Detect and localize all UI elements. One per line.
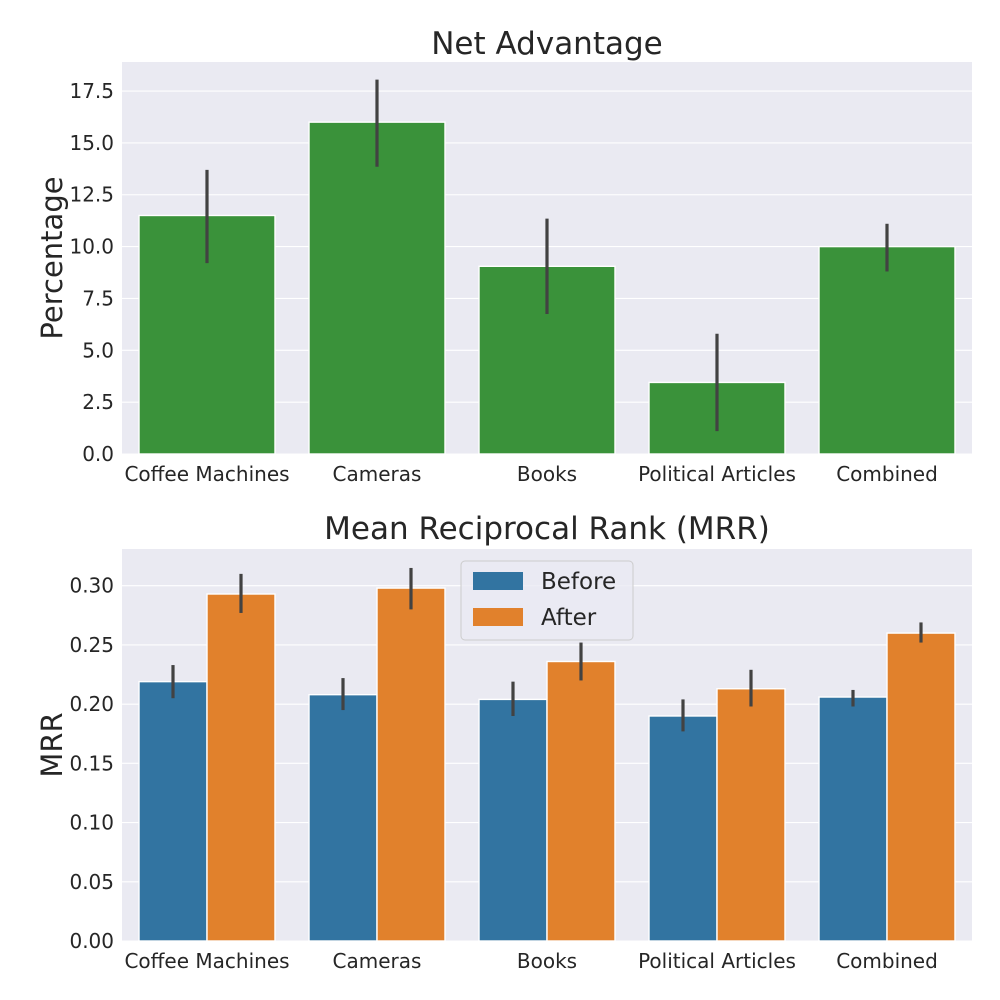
error-bars: [171, 567, 923, 732]
x-tick-labels: Coffee Machines Cameras Books Political Art…: [124, 462, 937, 486]
y-axis-label: Percentage: [35, 176, 69, 339]
legend-swatch-before: [473, 572, 523, 590]
y-tick-label: 0.15: [69, 751, 114, 775]
x-tick-label: Political Articles: [638, 949, 796, 973]
bar-after-combined: [886, 632, 956, 942]
bars: [138, 121, 956, 455]
bar-after-books: [546, 660, 616, 942]
bar-before-books: [478, 698, 548, 942]
chart-title: Net Advantage: [431, 26, 663, 62]
bar-after-coffee-machines: [206, 593, 276, 942]
y-tick-label: 17.5: [69, 79, 114, 103]
y-tick-label: 12.5: [69, 183, 114, 207]
x-tick-label: Political Articles: [638, 462, 796, 486]
bar-after-cameras: [376, 587, 446, 942]
x-tick-label: Cameras: [333, 949, 422, 973]
x-tick-label: Coffee Machines: [124, 462, 289, 486]
bar-combined: [818, 245, 956, 455]
net-advantage-chart: 0.0 2.5 5.0 7.5 10.0 12.5 15.0 17.5 Coffee Mach…: [35, 26, 972, 486]
legend-swatch-after: [473, 608, 523, 626]
x-tick-label: Books: [517, 949, 577, 973]
y-tick-labels: 0.0 2.5 5.0 7.5 10.0 12.5 15.0 17.5: [69, 79, 114, 466]
y-tick-label: 0.10: [69, 811, 114, 835]
x-tick-label: Combined: [836, 462, 938, 486]
y-axis-label: MRR: [35, 712, 69, 777]
y-tick-label: 5.0: [82, 338, 114, 362]
bar-before-political-articles: [648, 715, 718, 942]
y-tick-label: 0.00: [69, 929, 114, 953]
bar-after-political-articles: [716, 688, 786, 942]
y-tick-labels: 0.00 0.05 0.10 0.15 0.20 0.25 0.30: [69, 574, 114, 953]
x-tick-label: Books: [517, 462, 577, 486]
legend-label-after: After: [541, 605, 597, 631]
y-tick-label: 0.20: [69, 692, 114, 716]
bars: [138, 587, 956, 942]
y-tick-label: 0.05: [69, 870, 114, 894]
bar-before-coffee-machines: [138, 680, 208, 942]
x-tick-label: Coffee Machines: [124, 949, 289, 973]
y-tick-label: 0.30: [69, 574, 114, 598]
y-tick-label: 0.25: [69, 633, 114, 657]
bar-cameras: [308, 121, 446, 455]
x-tick-label: Cameras: [333, 462, 422, 486]
error-bars: [205, 79, 889, 432]
bar-before-cameras: [308, 693, 378, 942]
legend: Before After: [460, 560, 634, 641]
x-tick-labels: Coffee Machines Cameras Books Political Art…: [124, 949, 937, 973]
y-tick-label: 2.5: [82, 390, 114, 414]
x-tick-label: Combined: [836, 949, 938, 973]
y-tick-label: 15.0: [69, 131, 114, 155]
chart-title: Mean Reciprocal Rank (MRR): [324, 511, 770, 547]
y-tick-label: 10.0: [69, 235, 114, 259]
legend-label-before: Before: [541, 569, 616, 595]
bar-before-combined: [818, 696, 888, 942]
y-tick-label: 0.0: [82, 442, 114, 466]
mrr-chart: 0.00 0.05 0.10 0.15 0.20 0.25 0.30 Coffee Mach…: [35, 511, 972, 973]
y-tick-label: 7.5: [82, 286, 114, 310]
